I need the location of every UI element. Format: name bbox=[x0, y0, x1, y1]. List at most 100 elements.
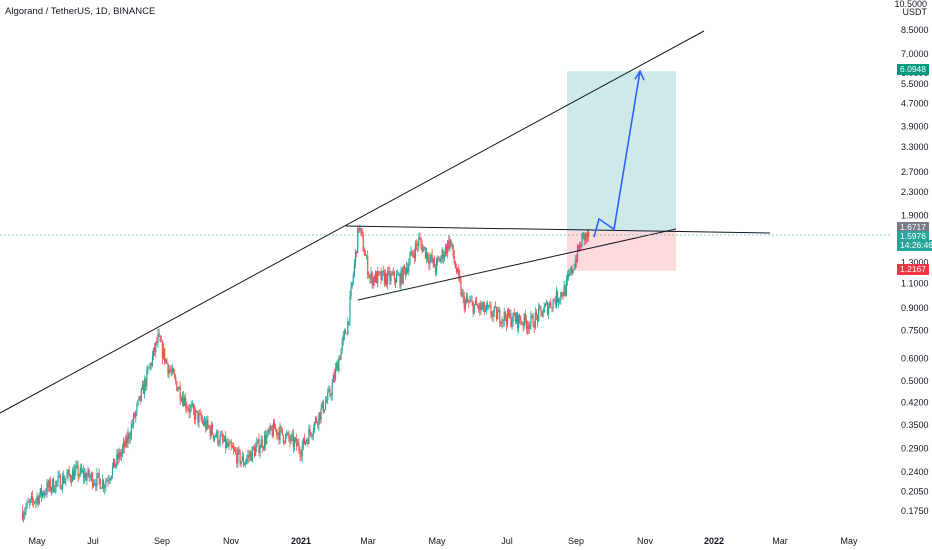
candle bbox=[209, 425, 211, 440]
candle bbox=[350, 282, 352, 300]
candle bbox=[207, 415, 209, 430]
candle bbox=[53, 476, 55, 493]
time-tick: May bbox=[428, 536, 446, 546]
candle bbox=[34, 501, 36, 505]
stop-price-badge: 1.2167 bbox=[897, 264, 929, 275]
candle bbox=[51, 478, 54, 494]
price-tick: 8.5000 bbox=[901, 25, 929, 35]
candle bbox=[457, 267, 459, 274]
candle bbox=[552, 298, 554, 313]
candle bbox=[24, 507, 26, 520]
candle bbox=[227, 437, 229, 448]
candle bbox=[139, 395, 141, 405]
candle bbox=[176, 381, 178, 392]
candle bbox=[287, 431, 289, 437]
time-tick: Jul bbox=[87, 536, 99, 546]
time-tick: Sep bbox=[568, 536, 584, 546]
price-tick: 0.2900 bbox=[901, 443, 929, 453]
price-axis-currency: USDT bbox=[903, 7, 928, 17]
candle bbox=[482, 301, 484, 312]
candle bbox=[364, 249, 367, 257]
candle bbox=[481, 301, 483, 311]
candle bbox=[101, 474, 104, 490]
candle bbox=[492, 310, 494, 323]
candle bbox=[179, 381, 181, 405]
candle bbox=[258, 433, 260, 456]
candle bbox=[190, 400, 192, 412]
candle bbox=[97, 472, 99, 479]
candle bbox=[523, 313, 525, 330]
candle bbox=[585, 232, 587, 244]
candle bbox=[454, 260, 457, 269]
candle bbox=[467, 293, 469, 303]
candle bbox=[166, 357, 168, 364]
candle bbox=[283, 440, 286, 445]
candle bbox=[141, 380, 144, 390]
candle bbox=[314, 416, 317, 426]
candle bbox=[439, 256, 441, 262]
candle bbox=[566, 270, 569, 286]
candle bbox=[423, 246, 425, 251]
candle bbox=[384, 269, 387, 286]
candle bbox=[208, 424, 210, 429]
candle bbox=[278, 426, 280, 445]
candle bbox=[569, 268, 571, 277]
candle bbox=[98, 468, 100, 485]
candle bbox=[257, 438, 259, 444]
candle bbox=[41, 491, 44, 499]
candle bbox=[246, 455, 248, 465]
candle bbox=[518, 314, 520, 334]
candle bbox=[318, 412, 320, 432]
candle bbox=[401, 267, 403, 285]
candle bbox=[89, 473, 91, 481]
candle bbox=[117, 448, 119, 466]
countdown-badge: 14:26:46 bbox=[897, 240, 932, 251]
candle bbox=[360, 227, 362, 236]
candle bbox=[84, 467, 86, 484]
candle bbox=[30, 491, 33, 504]
candle bbox=[533, 320, 535, 333]
candle bbox=[579, 241, 581, 252]
candle bbox=[106, 477, 108, 483]
candle bbox=[35, 498, 37, 509]
candle bbox=[74, 464, 76, 480]
candle bbox=[202, 418, 205, 427]
candle bbox=[474, 297, 476, 306]
candle bbox=[107, 475, 109, 488]
candle bbox=[291, 429, 293, 442]
candle bbox=[342, 330, 344, 346]
candle bbox=[563, 280, 565, 297]
candle bbox=[443, 251, 445, 262]
candle bbox=[279, 422, 281, 445]
candle bbox=[412, 249, 414, 258]
candle bbox=[128, 432, 130, 444]
price-axis-top-tick: 10.5000 bbox=[894, 0, 927, 9]
candle bbox=[105, 477, 107, 492]
time-tick: Sep bbox=[154, 536, 170, 546]
candle bbox=[180, 394, 182, 403]
candle bbox=[219, 430, 221, 447]
candle bbox=[28, 499, 30, 509]
time-tick: May bbox=[28, 536, 46, 546]
candle bbox=[130, 420, 132, 441]
candle bbox=[216, 429, 218, 439]
candle bbox=[332, 371, 334, 383]
candle bbox=[205, 417, 207, 433]
candle bbox=[389, 267, 391, 286]
time-tick: 2022 bbox=[704, 536, 724, 546]
candle bbox=[434, 264, 437, 277]
candle bbox=[172, 367, 175, 374]
candle bbox=[408, 258, 410, 276]
candle bbox=[341, 337, 343, 355]
position-zones bbox=[567, 71, 676, 271]
candle bbox=[310, 431, 312, 439]
candle bbox=[161, 339, 164, 365]
candle bbox=[222, 433, 225, 444]
candle bbox=[530, 310, 532, 330]
price-tick: 1.9000 bbox=[901, 211, 929, 221]
candle bbox=[580, 242, 582, 251]
candle bbox=[495, 306, 498, 322]
candle bbox=[320, 403, 322, 424]
candle bbox=[54, 484, 56, 493]
